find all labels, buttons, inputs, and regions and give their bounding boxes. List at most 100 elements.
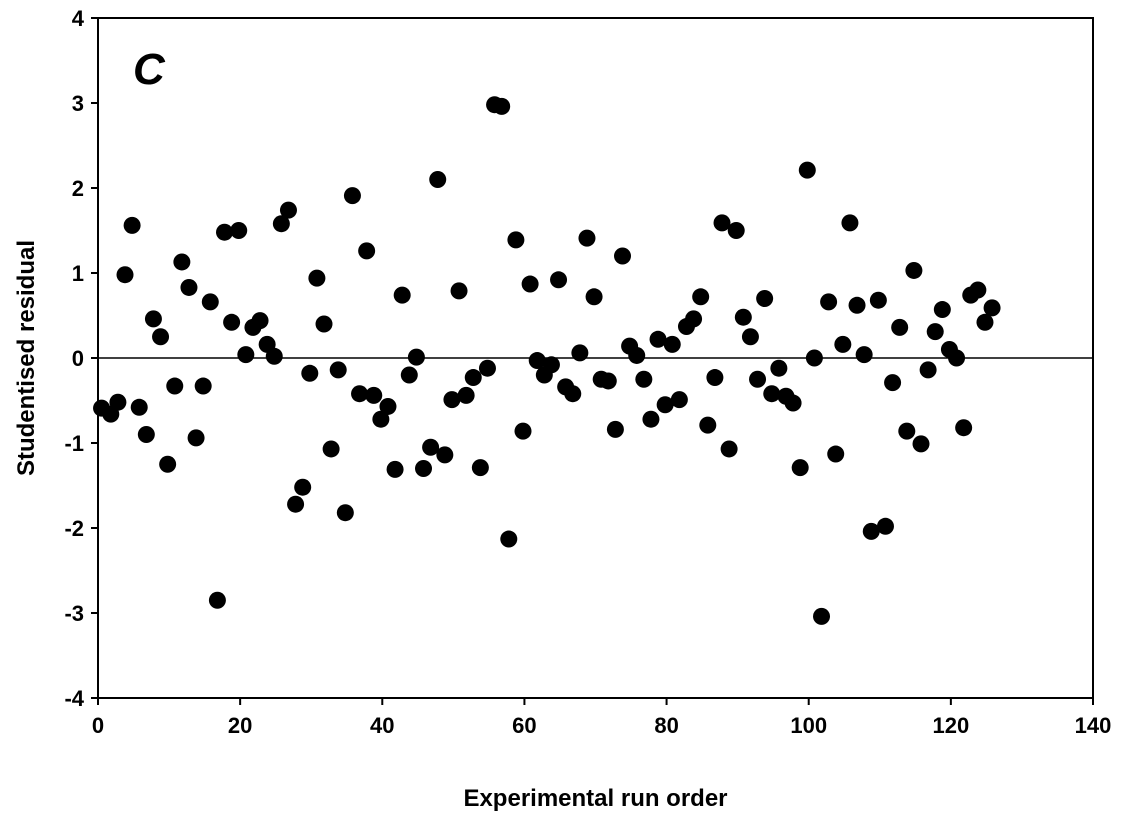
data-point	[855, 346, 873, 364]
data-point	[130, 398, 148, 416]
data-point	[272, 215, 290, 233]
data-point	[798, 161, 816, 179]
data-point	[265, 347, 283, 365]
data-point	[763, 385, 781, 403]
data-point	[493, 97, 511, 115]
data-point	[713, 214, 731, 232]
x-axis-title: Experimental run order	[463, 785, 727, 812]
data-point	[528, 352, 546, 370]
data-point	[884, 374, 902, 392]
x-tick-label: 120	[932, 713, 969, 738]
data-point	[166, 377, 184, 395]
data-point	[386, 460, 404, 478]
data-point	[123, 216, 141, 234]
y-axis-ticks: -4 -3 -2 -1 0 1 2 3 4	[64, 6, 98, 711]
data-point	[876, 517, 894, 535]
data-point	[663, 335, 681, 353]
data-point	[926, 323, 944, 341]
x-tick-label: 40	[370, 713, 394, 738]
x-tick-label: 20	[228, 713, 252, 738]
data-point	[322, 440, 340, 458]
y-axis-title: Studentised residual	[13, 240, 40, 476]
plot-area-frame	[97, 17, 1094, 699]
data-point	[642, 410, 660, 428]
data-point	[187, 429, 205, 447]
data-point	[521, 275, 539, 293]
data-point	[343, 187, 361, 205]
y-tick-label: -3	[64, 601, 84, 626]
data-point	[898, 422, 916, 440]
data-point	[670, 391, 688, 409]
x-tick-label: 80	[654, 713, 678, 738]
data-point	[606, 420, 624, 438]
data-point	[315, 315, 333, 333]
data-point	[955, 419, 973, 437]
x-tick-label: 100	[790, 713, 827, 738]
data-points	[93, 96, 1001, 625]
y-tick-label: 4	[72, 6, 85, 31]
data-point	[429, 171, 447, 188]
data-point	[656, 396, 674, 414]
data-point	[308, 269, 326, 287]
panel-label: C	[133, 45, 166, 94]
data-point	[144, 310, 162, 328]
data-point	[727, 222, 745, 239]
data-point	[919, 361, 937, 379]
data-point	[741, 328, 759, 346]
data-point	[159, 455, 177, 473]
x-tick-label: 140	[1075, 713, 1112, 738]
y-tick-label: 2	[72, 176, 84, 201]
data-point	[372, 410, 390, 428]
data-point	[976, 313, 994, 331]
data-point	[152, 328, 170, 346]
data-point	[365, 386, 383, 404]
data-point	[585, 288, 603, 306]
data-point	[478, 359, 496, 377]
y-tick-label: -2	[64, 516, 84, 541]
data-point	[116, 266, 134, 284]
data-point	[358, 242, 376, 260]
data-point	[912, 435, 930, 453]
data-point	[216, 223, 234, 241]
x-axis-ticks: 0 20 40 60 80 100 120 140	[92, 698, 1111, 738]
data-point	[635, 370, 653, 388]
data-point	[805, 349, 823, 367]
data-point	[201, 293, 219, 311]
data-point	[550, 271, 568, 289]
data-point	[514, 422, 532, 440]
data-point	[415, 460, 433, 477]
y-tick-label: 0	[72, 346, 84, 371]
data-point	[820, 293, 838, 311]
data-point	[329, 361, 347, 379]
data-point	[599, 372, 617, 390]
data-point	[784, 394, 802, 412]
data-point	[294, 478, 312, 496]
y-tick-label: -1	[64, 431, 84, 456]
data-point	[400, 366, 418, 384]
x-tick-label: 0	[92, 713, 104, 738]
data-point	[237, 346, 255, 364]
data-point	[542, 356, 560, 374]
data-point	[813, 607, 831, 625]
data-point	[983, 299, 1001, 317]
data-point	[756, 290, 774, 307]
data-point	[841, 214, 859, 232]
data-point	[443, 391, 461, 409]
data-point	[208, 591, 226, 609]
data-point	[614, 247, 632, 265]
data-point	[834, 335, 852, 353]
data-point	[471, 459, 489, 477]
data-point	[230, 222, 248, 239]
data-point	[869, 291, 887, 309]
data-point	[933, 301, 951, 319]
data-point	[457, 386, 475, 404]
y-tick-label: -4	[64, 686, 84, 711]
data-point	[393, 286, 411, 304]
data-point	[450, 282, 468, 300]
data-point	[251, 312, 269, 330]
data-point	[770, 359, 788, 377]
data-point	[137, 426, 155, 443]
data-point	[507, 231, 525, 249]
data-point	[969, 281, 987, 299]
